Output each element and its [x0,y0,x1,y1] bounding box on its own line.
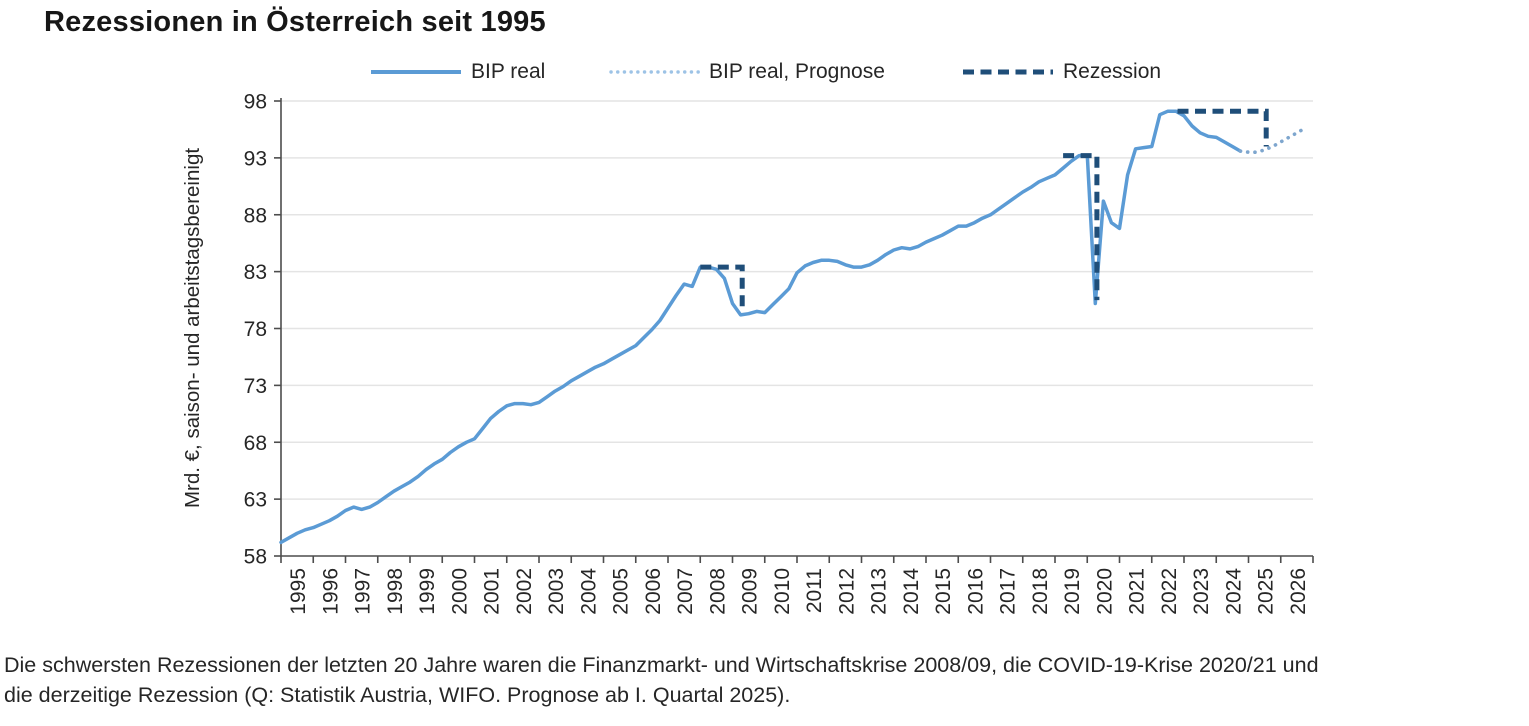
x-tick-label: 2009 [739,568,762,615]
recession-mark [1177,108,1269,147]
dashed-line-sample-icon [963,69,1053,75]
x-tick-label: 1996 [319,568,342,615]
y-tick-label: 68 [244,432,267,455]
x-tick-label: 2017 [997,568,1020,615]
x-tick-label: 2002 [513,568,536,615]
x-tick-label: 2012 [835,568,858,615]
legend: BIP real BIP real, Prognose Rezession [0,60,1529,90]
legend-label-rezession: Rezession [1063,60,1162,83]
x-tick-label: 2026 [1287,568,1310,615]
x-tick-label: 2020 [1093,568,1116,615]
x-tick-label: 2018 [1029,568,1052,615]
y-tick-label: 63 [244,489,267,512]
x-tick-label: 2010 [771,568,794,615]
dotted-line-sample-icon [609,70,700,74]
solid-line-sample-icon [371,70,461,74]
bip-real-line [279,109,1243,545]
x-tick-label: 2011 [803,568,826,613]
x-tick-label: 1999 [416,568,439,615]
x-tick-label: 2007 [674,568,697,615]
x-tick-label: 2016 [964,568,987,615]
caption-line-2: die derzeitige Rezession (Q: Statistik A… [4,683,791,708]
x-tick-label: 1998 [384,568,407,615]
recession-mark [1063,153,1100,301]
y-tick-labels: 58 63 68 73 78 83 88 93 98 [244,91,267,569]
x-tick-label: 2021 [1126,568,1149,615]
x-tick-label: 2006 [642,568,665,615]
y-tick-label: 83 [244,261,267,284]
recession-mark [700,264,745,313]
chart-plot-area: Mrd. €, saison- und arbeitstagsbereinigt… [181,91,1314,615]
x-tick-label: 2005 [610,568,633,615]
legend-item-prognose: BIP real, Prognose [608,60,885,84]
legend-item-rezession: Rezession [962,60,1161,84]
chart-title: Rezessionen in Österreich seit 1995 [44,6,546,38]
gridlines [281,100,1313,500]
y-axis-title: Mrd. €, saison- und arbeitstagsbereinigt [181,148,204,508]
prognose-line [1238,126,1307,154]
x-tick-label: 2014 [900,568,923,615]
axes [274,98,1314,563]
x-tick-label: 2003 [545,568,568,615]
x-tick-label: 2023 [1190,568,1213,615]
y-tick-label: 88 [244,204,267,227]
x-tick-label: 2004 [577,568,600,615]
y-tick-label: 98 [244,91,267,114]
x-tick-label: 2019 [1061,568,1084,615]
legend-label-prognose: BIP real, Prognose [709,60,885,83]
x-tick-label: 2024 [1222,568,1245,615]
x-tick-label: 2008 [706,568,729,615]
recession-marks [700,108,1269,313]
x-tick-label: 2025 [1255,568,1278,615]
x-tick-label: 2022 [1158,568,1181,615]
legend-item-bip-real: BIP real [370,60,545,84]
x-tick-label: 2001 [481,568,504,615]
y-tick-label: 73 [244,375,267,398]
legend-label-bip-real: BIP real [471,60,546,83]
x-tick-label: 2013 [868,568,891,615]
y-tick-label: 78 [244,318,267,341]
x-tick-label: 1995 [287,568,310,615]
caption: Die schwersten Rezessionen der letzten 2… [4,650,1526,710]
x-tick-label: 2015 [932,568,955,615]
y-tick-label: 58 [244,546,267,569]
x-tick-label: 1997 [352,568,375,615]
caption-line-1: Die schwersten Rezessionen der letzten 2… [4,653,1319,677]
y-tick-label: 93 [244,147,267,170]
x-tick-labels: 1995 1996 1997 1998 1999 2000 2001 2002 2003 2004… [287,568,1310,615]
x-tick-label: 2000 [448,568,471,615]
